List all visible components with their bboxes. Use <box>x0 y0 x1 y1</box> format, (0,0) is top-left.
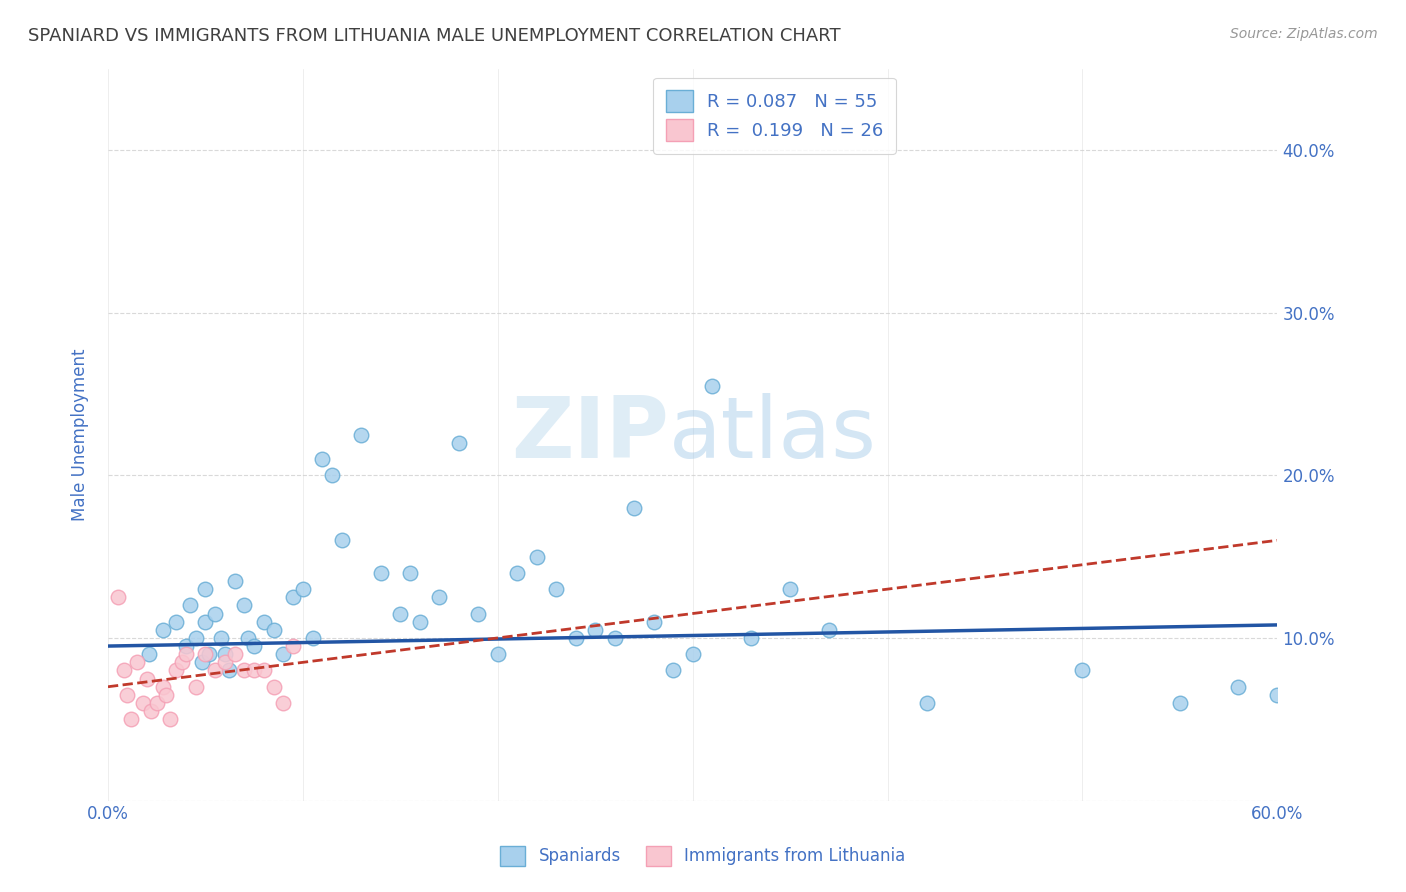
Point <box>138 647 160 661</box>
Point <box>486 647 509 661</box>
Point <box>915 696 938 710</box>
Point <box>179 599 201 613</box>
Point <box>174 639 197 653</box>
Point <box>112 664 135 678</box>
Point <box>165 615 187 629</box>
Point <box>583 623 606 637</box>
Point <box>194 615 217 629</box>
Point <box>117 688 139 702</box>
Point <box>159 712 181 726</box>
Point <box>120 712 142 726</box>
Point <box>139 704 162 718</box>
Point <box>214 656 236 670</box>
Point <box>350 427 373 442</box>
Point <box>643 615 665 629</box>
Point <box>243 639 266 653</box>
Point <box>224 574 246 588</box>
Point <box>127 656 149 670</box>
Point <box>145 696 167 710</box>
Point <box>184 680 207 694</box>
Point <box>209 631 232 645</box>
Text: SPANIARD VS IMMIGRANTS FROM LITHUANIA MALE UNEMPLOYMENT CORRELATION CHART: SPANIARD VS IMMIGRANTS FROM LITHUANIA MA… <box>28 27 841 45</box>
Point <box>389 607 412 621</box>
Point <box>370 566 392 580</box>
Point <box>263 623 285 637</box>
Point <box>467 607 489 621</box>
Point <box>311 452 333 467</box>
Point <box>233 599 256 613</box>
Point <box>190 656 212 670</box>
Point <box>243 664 266 678</box>
Point <box>198 647 221 661</box>
Point <box>818 623 841 637</box>
Point <box>184 631 207 645</box>
Point <box>174 647 197 661</box>
Point <box>779 582 801 596</box>
Point <box>409 615 432 629</box>
Point <box>526 549 548 564</box>
Point <box>194 647 217 661</box>
Point <box>1267 688 1289 702</box>
Point <box>447 435 470 450</box>
Point <box>330 533 353 548</box>
Point <box>1071 664 1094 678</box>
Y-axis label: Male Unemployment: Male Unemployment <box>72 348 89 521</box>
Point <box>136 672 159 686</box>
Point <box>273 647 295 661</box>
Point <box>623 500 645 515</box>
Point <box>224 647 246 661</box>
Point <box>603 631 626 645</box>
Point <box>152 623 174 637</box>
Point <box>155 688 177 702</box>
Text: ZIP: ZIP <box>512 393 669 476</box>
Text: Source: ZipAtlas.com: Source: ZipAtlas.com <box>1230 27 1378 41</box>
Point <box>291 582 314 596</box>
Point <box>1227 680 1250 694</box>
Point <box>702 378 724 392</box>
Point <box>165 664 187 678</box>
Point <box>662 664 685 678</box>
Point <box>152 680 174 694</box>
Legend: Spaniards, Immigrants from Lithuania: Spaniards, Immigrants from Lithuania <box>486 832 920 880</box>
Point <box>170 656 193 670</box>
Point <box>204 607 226 621</box>
Point <box>214 647 236 661</box>
Point <box>233 664 256 678</box>
Point <box>194 582 217 596</box>
Point <box>1168 696 1191 710</box>
Point <box>253 615 276 629</box>
Point <box>204 664 226 678</box>
Point <box>263 680 285 694</box>
Point <box>273 696 295 710</box>
Point <box>740 631 762 645</box>
Point <box>301 631 323 645</box>
Point <box>427 591 450 605</box>
Point <box>281 639 304 653</box>
Point <box>281 591 304 605</box>
Point <box>238 631 260 645</box>
Point <box>682 647 704 661</box>
Point <box>546 582 568 596</box>
Point <box>107 591 129 605</box>
Point <box>321 468 343 483</box>
Text: atlas: atlas <box>669 393 877 476</box>
Point <box>218 664 240 678</box>
Point <box>253 664 276 678</box>
Legend: R = 0.087   N = 55, R =  0.199   N = 26: R = 0.087 N = 55, R = 0.199 N = 26 <box>652 78 896 154</box>
Point <box>506 566 529 580</box>
Point <box>399 566 422 580</box>
Point <box>564 631 586 645</box>
Point <box>132 696 155 710</box>
